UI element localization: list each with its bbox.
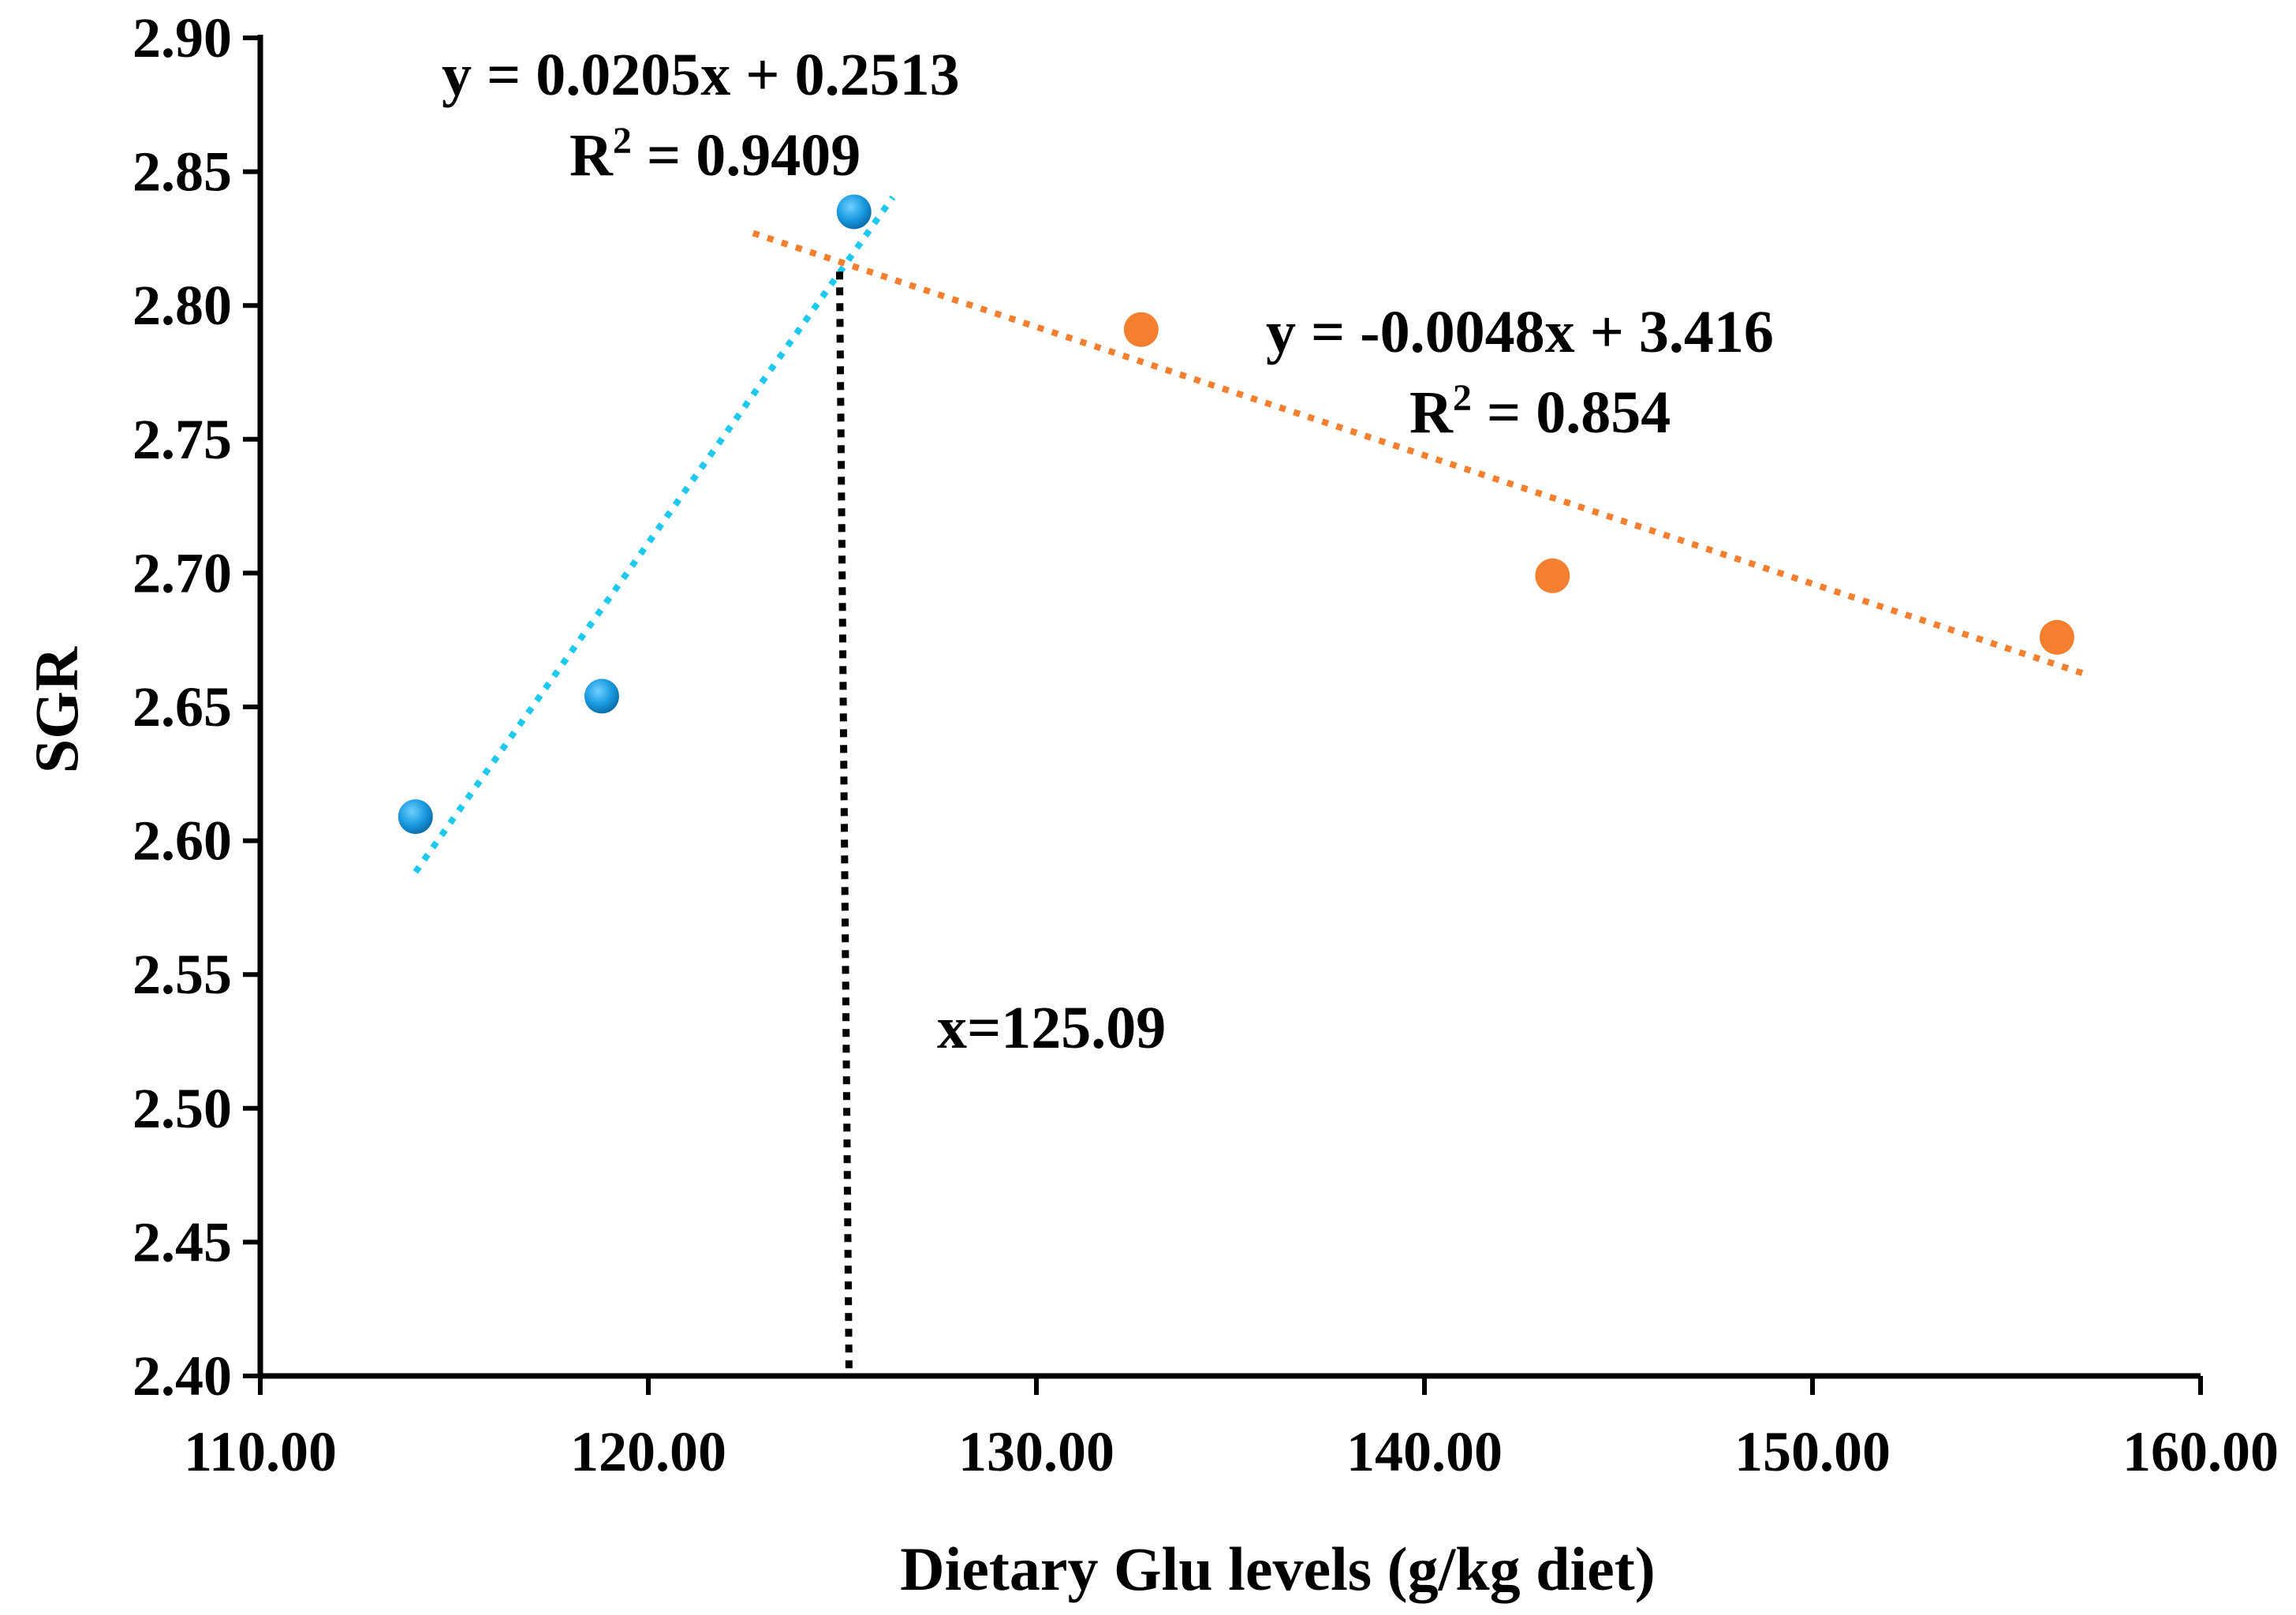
r2-ascending-sup: 2 bbox=[613, 120, 632, 162]
equation-ascending: y = 0.0205x + 0.2513 R2 = 0.9409 bbox=[442, 42, 960, 189]
r2-descending-sup: 2 bbox=[1453, 377, 1472, 419]
x-tick-label: 160.00 bbox=[2122, 1420, 2279, 1483]
y-tick-label: 2.80 bbox=[133, 274, 232, 337]
x-tick-label: 110.00 bbox=[184, 1420, 337, 1483]
y-tick-label: 2.75 bbox=[133, 408, 232, 471]
y-tick-label: 2.55 bbox=[133, 943, 232, 1006]
x-axis-title: Dietary Glu levels (g/kg diet) bbox=[900, 1535, 1656, 1603]
r2-descending-value: = 0.854 bbox=[1472, 379, 1671, 446]
equation-descending: y = -0.0048x + 3.416 R2 = 0.854 bbox=[1266, 299, 1774, 446]
r2-ascending-text: R2 = 0.9409 bbox=[569, 120, 861, 189]
y-axis-title: SGR bbox=[22, 645, 91, 773]
equation-descending-text: y = -0.0048x + 3.416 bbox=[1266, 299, 1774, 365]
r2-ascending-base: R bbox=[569, 122, 614, 189]
trendline-ascending bbox=[413, 195, 896, 874]
point-descending bbox=[1535, 558, 1570, 593]
point-descending bbox=[2039, 619, 2074, 655]
y-tick-label: 2.90 bbox=[133, 6, 232, 69]
x-tick-label: 140.00 bbox=[1346, 1420, 1503, 1483]
data-points bbox=[398, 194, 2074, 835]
y-ticks: 2.40 2.45 2.50 2.55 2.60 2.65 2.70 2.75 2.80 2.85… bbox=[133, 6, 260, 1408]
point-ascending bbox=[584, 679, 619, 714]
axes: 2.40 2.45 2.50 2.55 2.60 2.65 2.70 2.75 2.80 2.85… bbox=[133, 6, 2279, 1483]
x-tick-label: 150.00 bbox=[1734, 1420, 1891, 1483]
y-tick-label: 2.50 bbox=[133, 1077, 232, 1140]
x-tick-label: 130.00 bbox=[958, 1420, 1114, 1483]
point-ascending bbox=[836, 194, 872, 230]
y-tick-label: 2.70 bbox=[133, 541, 232, 604]
r2-descending-text: R2 = 0.854 bbox=[1409, 377, 1671, 446]
point-descending bbox=[1123, 312, 1159, 347]
r2-descending-base: R bbox=[1409, 379, 1454, 446]
r2-ascending-value: = 0.9409 bbox=[632, 122, 861, 189]
x-ticks: 110.00 120.00 130.00 140.00 150.00 160.00 bbox=[184, 1376, 2279, 1483]
y-tick-label: 2.85 bbox=[133, 140, 232, 204]
breakpoint-line bbox=[835, 271, 853, 1374]
trendlines bbox=[413, 195, 2085, 874]
equation-ascending-text: y = 0.0205x + 0.2513 bbox=[442, 42, 960, 108]
y-tick-label: 2.60 bbox=[133, 809, 232, 873]
breakpoint-label: x=125.09 bbox=[937, 995, 1166, 1061]
y-tick-label: 2.65 bbox=[133, 675, 232, 738]
x-tick-label: 120.00 bbox=[570, 1420, 726, 1483]
y-tick-label: 2.40 bbox=[133, 1344, 232, 1408]
y-tick-label: 2.45 bbox=[133, 1210, 232, 1273]
breakpoint bbox=[835, 271, 853, 1374]
point-ascending bbox=[398, 799, 433, 835]
